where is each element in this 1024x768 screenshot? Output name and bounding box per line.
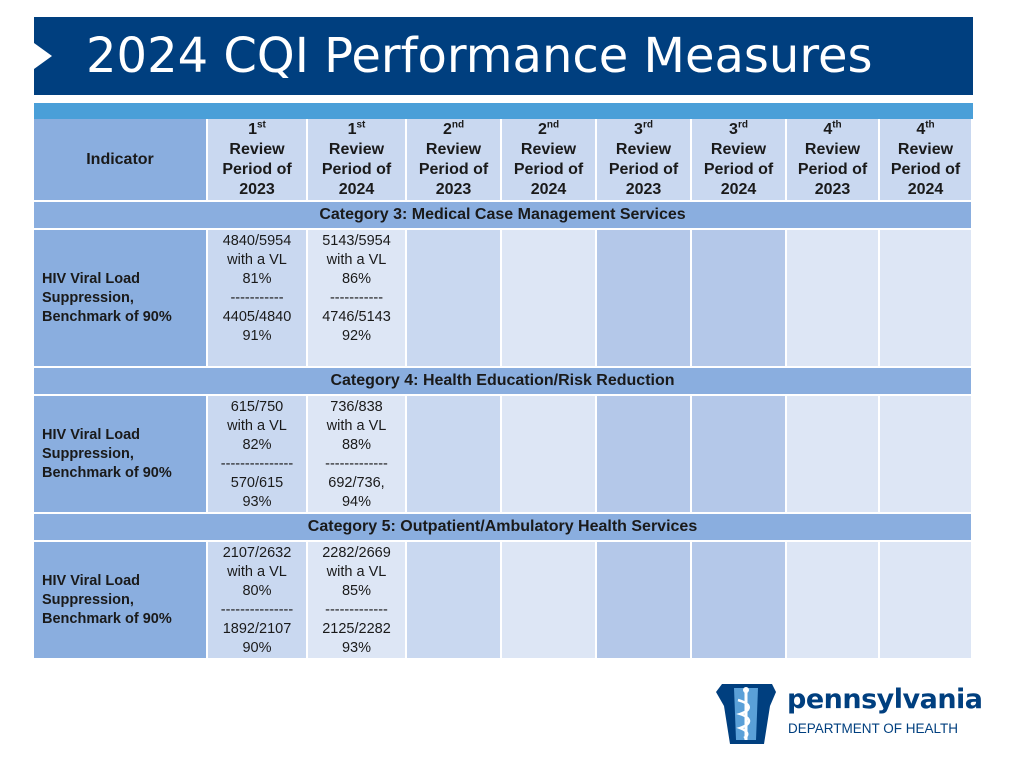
period-ordinal-suffix: th (925, 119, 935, 131)
table-row: HIV Viral Load Suppression, Benchmark of… (34, 542, 973, 660)
period-header: 2nd Review Period of 2024 (502, 119, 597, 202)
period-ordinal-suffix: nd (546, 119, 560, 131)
pa-health-logo: pennsylvania DEPARTMENT OF HEALTH (712, 680, 983, 746)
table-row: HIV Viral Load Suppression, Benchmark of… (34, 396, 973, 514)
category-label: Category 3: Medical Case Management Serv… (34, 202, 973, 230)
period-review: Review (229, 140, 285, 158)
period-review: Review (804, 140, 861, 158)
period-ordinal-suffix: th (832, 119, 842, 131)
value-cell (597, 396, 692, 514)
title-arrow-icon (34, 43, 52, 69)
value-cell: 615/750 with a VL 82% --------------- 57… (208, 396, 308, 514)
page-title: 2024 CQI Performance Measures (86, 28, 873, 84)
period-year: 2024 (907, 180, 944, 198)
indicator-cell: HIV Viral Load Suppression, Benchmark of… (34, 542, 208, 660)
value-cell (502, 542, 597, 660)
logo-department: DEPARTMENT OF HEALTH (788, 721, 959, 736)
period-ordinal-suffix: st (257, 119, 266, 131)
period-ordinal: 2 (537, 120, 547, 138)
value-cell (880, 542, 973, 660)
period-review: Review (425, 140, 482, 158)
accent-bar (34, 103, 973, 119)
period-header: 1st Review Period of 2023 (208, 119, 308, 202)
period-ordinal: 3 (634, 120, 643, 138)
period-of: Period of (513, 160, 584, 178)
period-of: Period of (703, 160, 774, 178)
period-ordinal-suffix: rd (737, 119, 748, 131)
indicator-cell: HIV Viral Load Suppression, Benchmark of… (34, 230, 208, 368)
period-header: 3rd Review Period of 2024 (692, 119, 787, 202)
period-review: Review (710, 140, 767, 158)
period-of: Period of (222, 160, 292, 178)
value-cell: 2282/2669 with a VL 85% ------------- 21… (308, 542, 407, 660)
value-cell (692, 396, 787, 514)
period-review: Review (520, 140, 577, 158)
logo-name: pennsylvania (787, 684, 983, 715)
period-year: 2023 (814, 180, 851, 198)
period-ordinal: 4 (916, 120, 926, 138)
value-cell: 736/838 with a VL 88% ------------- 692/… (308, 396, 407, 514)
value-cell (692, 542, 787, 660)
value-cell (597, 542, 692, 660)
table-row: HIV Viral Load Suppression, Benchmark of… (34, 230, 973, 368)
period-review: Review (897, 140, 954, 158)
period-review: Review (615, 140, 672, 158)
performance-measures-table: Indicator 1st Review Period of 2023 1st Revie… (34, 119, 973, 660)
value-cell (787, 230, 880, 368)
period-header: 4th Review Period of 2024 (880, 119, 973, 202)
value-cell (502, 230, 597, 368)
period-ordinal: 3 (729, 120, 738, 138)
value-cell (502, 396, 597, 514)
value-cell (787, 542, 880, 660)
period-review: Review (328, 140, 385, 158)
period-ordinal: 2 (442, 120, 452, 138)
period-of: Period of (608, 160, 679, 178)
period-ordinal-suffix: nd (451, 119, 465, 131)
value-cell (880, 396, 973, 514)
value-cell: 4840/5954 with a VL 81% ----------- 4405… (208, 230, 308, 368)
period-of: Period of (890, 160, 961, 178)
category-row: Category 4: Health Education/Risk Reduct… (34, 368, 973, 396)
period-year: 2023 (625, 180, 662, 198)
period-ordinal: 4 (823, 120, 833, 138)
value-cell (407, 396, 502, 514)
value-cell: 2107/2632 with a VL 80% --------------- … (208, 542, 308, 660)
period-year: 2023 (239, 180, 275, 198)
period-year: 2024 (720, 180, 757, 198)
period-ordinal: 1 (347, 120, 357, 138)
period-year: 2023 (435, 180, 472, 198)
value-cell (880, 230, 973, 368)
period-header: 2nd Review Period of 2023 (407, 119, 502, 202)
category-label: Category 5: Outpatient/Ambulatory Health… (34, 514, 973, 542)
period-ordinal-suffix: st (356, 119, 366, 131)
period-of: Period of (418, 160, 489, 178)
period-year: 2024 (530, 180, 567, 198)
value-cell (407, 230, 502, 368)
indicator-cell: HIV Viral Load Suppression, Benchmark of… (34, 396, 208, 514)
period-year: 2024 (338, 180, 375, 198)
period-header: 4th Review Period of 2023 (787, 119, 880, 202)
value-cell (407, 542, 502, 660)
value-cell (787, 396, 880, 514)
title-bar: 2024 CQI Performance Measures (34, 17, 973, 95)
category-label: Category 4: Health Education/Risk Reduct… (34, 368, 973, 396)
period-ordinal-suffix: rd (642, 119, 653, 131)
period-header: 1st Review Period of 2024 (308, 119, 407, 202)
category-row: Category 3: Medical Case Management Serv… (34, 202, 973, 230)
period-ordinal: 1 (248, 120, 257, 138)
category-row: Category 5: Outpatient/Ambulatory Health… (34, 514, 973, 542)
value-cell: 5143/5954 with a VL 86% ----------- 4746… (308, 230, 407, 368)
value-cell (597, 230, 692, 368)
period-of: Period of (321, 160, 392, 178)
period-of: Period of (797, 160, 868, 178)
period-header: 3rd Review Period of 2023 (597, 119, 692, 202)
value-cell (692, 230, 787, 368)
keystone-caduceus-icon (716, 684, 776, 744)
indicator-header: Indicator (34, 119, 208, 202)
